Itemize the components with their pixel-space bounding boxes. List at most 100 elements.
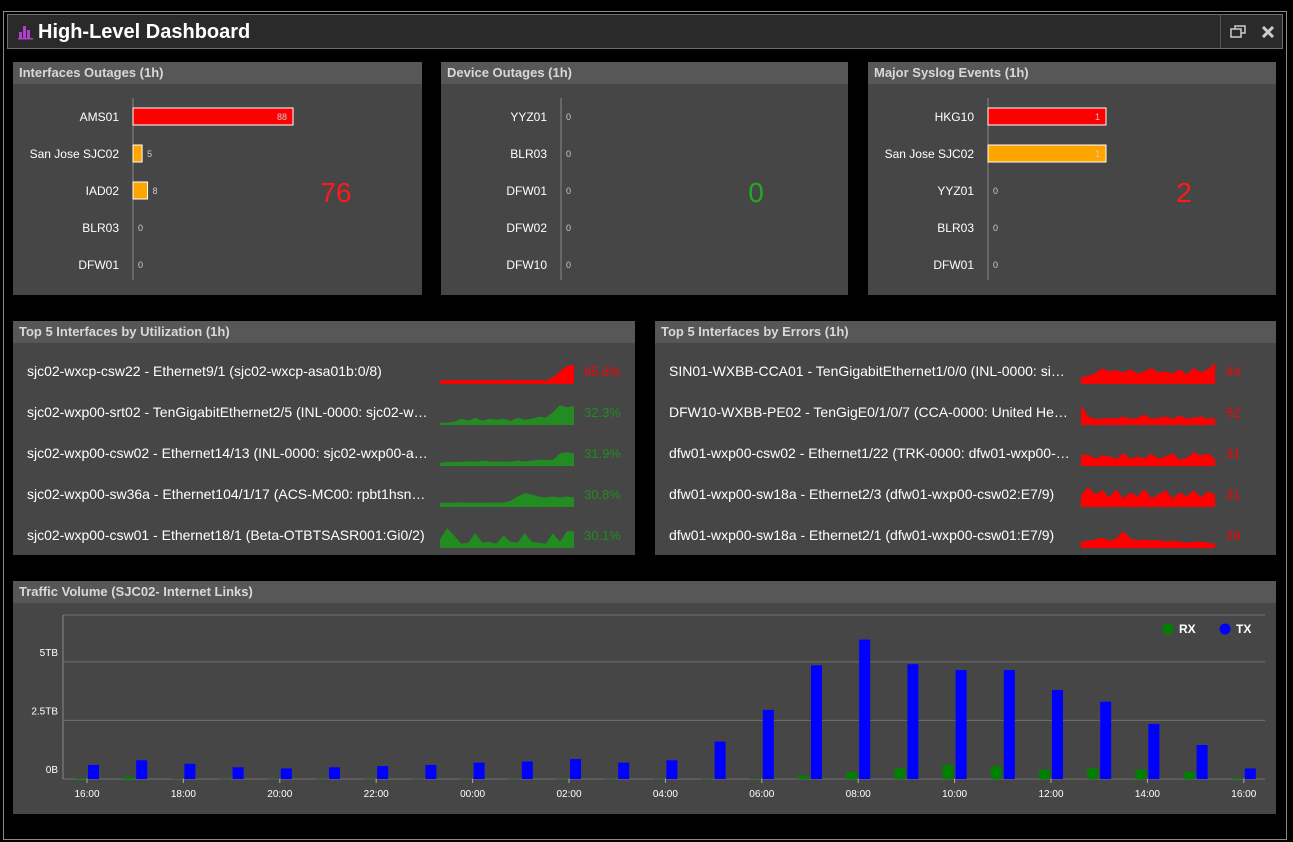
bar[interactable] bbox=[987, 144, 1107, 163]
rx-bar[interactable] bbox=[460, 778, 472, 780]
tx-bar[interactable] bbox=[521, 761, 533, 779]
tx-bar[interactable] bbox=[714, 741, 726, 779]
row-label: BLR03 bbox=[937, 221, 974, 235]
tx-bar[interactable] bbox=[1100, 701, 1112, 779]
bar-value: 88 bbox=[277, 112, 287, 122]
tx-bar[interactable] bbox=[377, 766, 389, 779]
interfaces-outages-panel: Interfaces Outages (1h) AMS01 88 San Jose … bbox=[13, 62, 422, 295]
list-item[interactable]: dfw01-wxp00-sw18a - Ethernet2/1 (dfw01-w… bbox=[655, 521, 1276, 553]
rx-bar[interactable] bbox=[846, 771, 858, 779]
tx-bar[interactable] bbox=[280, 768, 292, 779]
legend-label[interactable]: RX bbox=[1179, 622, 1196, 636]
tx-bar[interactable] bbox=[329, 767, 340, 779]
rx-bar[interactable] bbox=[219, 778, 231, 780]
rx-bar[interactable] bbox=[605, 778, 617, 780]
tx-bar[interactable] bbox=[473, 762, 485, 779]
rx-bar[interactable] bbox=[894, 768, 906, 779]
interface-name: sjc02-wxp00-csw01 - Ethernet18/1 (Beta-O… bbox=[27, 527, 425, 543]
rx-bar[interactable] bbox=[75, 777, 86, 779]
tx-bar[interactable] bbox=[1196, 745, 1208, 779]
panel-title: Top 5 Interfaces by Errors (1h) bbox=[655, 321, 1276, 343]
list-item[interactable]: sjc02-wxcp-csw22 - Ethernet9/1 (sjc02-wx… bbox=[13, 357, 635, 389]
rx-bar[interactable] bbox=[942, 764, 954, 779]
page-title: High-Level Dashboard bbox=[38, 21, 251, 43]
close-icon[interactable] bbox=[1257, 21, 1279, 43]
sparkline-area bbox=[440, 493, 574, 507]
list-item[interactable]: sjc02-wxp00-sw36a - Ethernet104/1/17 (AC… bbox=[13, 480, 635, 512]
sparkline bbox=[440, 364, 574, 384]
list-item[interactable]: dfw01-wxp00-sw18a - Ethernet2/3 (dfw01-w… bbox=[655, 480, 1276, 512]
bar-value: 0 bbox=[993, 223, 998, 233]
rx-bar[interactable] bbox=[1231, 777, 1243, 779]
tx-bar[interactable] bbox=[618, 762, 630, 779]
legend-label[interactable]: TX bbox=[1236, 622, 1251, 636]
bar[interactable] bbox=[987, 107, 1107, 126]
rx-bar[interactable] bbox=[171, 778, 183, 780]
bar-value: 0 bbox=[993, 260, 998, 270]
row-label: BLR03 bbox=[510, 147, 547, 161]
bar-value: 1 bbox=[1095, 149, 1100, 159]
bar[interactable] bbox=[132, 181, 149, 200]
tx-bar[interactable] bbox=[1003, 670, 1015, 779]
metric-value: 30.8% bbox=[584, 487, 621, 502]
bar[interactable] bbox=[132, 144, 143, 163]
list-item[interactable]: dfw01-wxp00-csw02 - Ethernet1/22 (TRK-00… bbox=[655, 439, 1276, 471]
tx-bar[interactable] bbox=[1244, 768, 1256, 779]
x-tick-label: 22:00 bbox=[364, 789, 389, 800]
rx-bar[interactable] bbox=[1087, 768, 1099, 779]
rx-bar[interactable] bbox=[990, 766, 1002, 779]
metric-value: 52 bbox=[1226, 405, 1241, 420]
list-item[interactable]: SIN01-WXBB-CCA01 - TenGigabitEthernet1/0… bbox=[655, 357, 1276, 389]
rx-bar[interactable] bbox=[701, 778, 713, 780]
restore-icon[interactable] bbox=[1227, 21, 1249, 43]
tx-bar[interactable] bbox=[666, 760, 678, 779]
rx-bar[interactable] bbox=[364, 778, 376, 780]
bar-value: 0 bbox=[566, 260, 571, 270]
bar[interactable] bbox=[132, 107, 294, 126]
tx-bar[interactable] bbox=[136, 760, 148, 779]
list-item[interactable]: sjc02-wxp00-csw01 - Ethernet18/1 (Beta-O… bbox=[13, 521, 635, 553]
bar-value: 8 bbox=[153, 186, 158, 196]
tx-bar[interactable] bbox=[859, 639, 871, 779]
row-label: BLR03 bbox=[82, 221, 119, 235]
x-tick-label: 12:00 bbox=[1038, 789, 1063, 800]
rx-bar[interactable] bbox=[267, 778, 279, 780]
metric-value: 32.3% bbox=[584, 405, 621, 420]
rx-bar[interactable] bbox=[749, 778, 761, 779]
metric-value: 31.9% bbox=[584, 446, 621, 461]
rx-bar[interactable] bbox=[1039, 769, 1050, 779]
tx-bar[interactable] bbox=[570, 759, 581, 779]
x-tick-label: 06:00 bbox=[749, 789, 774, 800]
list-item[interactable]: sjc02-wxp00-csw02 - Ethernet14/13 (INL-0… bbox=[13, 439, 635, 471]
rx-bar[interactable] bbox=[653, 778, 665, 780]
row-label: YYZ01 bbox=[937, 184, 974, 198]
rx-bar[interactable] bbox=[557, 778, 568, 780]
bar-value: 0 bbox=[566, 112, 571, 122]
rx-bar[interactable] bbox=[1135, 769, 1147, 779]
total-count: 2 bbox=[1176, 177, 1192, 208]
rx-bar[interactable] bbox=[412, 778, 424, 780]
sparkline bbox=[1081, 452, 1215, 466]
tx-bar[interactable] bbox=[232, 767, 244, 779]
tx-bar[interactable] bbox=[1148, 723, 1160, 779]
rx-bar[interactable] bbox=[798, 775, 809, 779]
row-label: DFW02 bbox=[506, 221, 547, 235]
rx-bar[interactable] bbox=[316, 778, 327, 780]
top-utilization-panel: Top 5 Interfaces by Utilization (1h) sjc… bbox=[13, 321, 635, 555]
tx-bar[interactable] bbox=[1052, 689, 1063, 779]
rx-bar[interactable] bbox=[508, 778, 520, 780]
tx-bar[interactable] bbox=[811, 665, 822, 779]
list-item[interactable]: sjc02-wxp00-srt02 - TenGigabitEthernet2/… bbox=[13, 398, 635, 430]
sparkline-area bbox=[1081, 452, 1215, 466]
tx-bar[interactable] bbox=[184, 763, 196, 779]
tx-bar[interactable] bbox=[907, 664, 919, 779]
list-item[interactable]: DFW10-WXBB-PE02 - TenGigE0/1/0/7 (CCA-00… bbox=[655, 398, 1276, 430]
tx-bar[interactable] bbox=[425, 764, 437, 779]
rx-bar[interactable] bbox=[1183, 771, 1195, 779]
row-label: San Jose SJC02 bbox=[885, 147, 975, 161]
tx-bar[interactable] bbox=[88, 764, 99, 779]
y-tick-label: 0B bbox=[46, 765, 59, 776]
tx-bar[interactable] bbox=[955, 670, 967, 779]
tx-bar[interactable] bbox=[762, 709, 774, 779]
rx-bar[interactable] bbox=[123, 776, 135, 779]
